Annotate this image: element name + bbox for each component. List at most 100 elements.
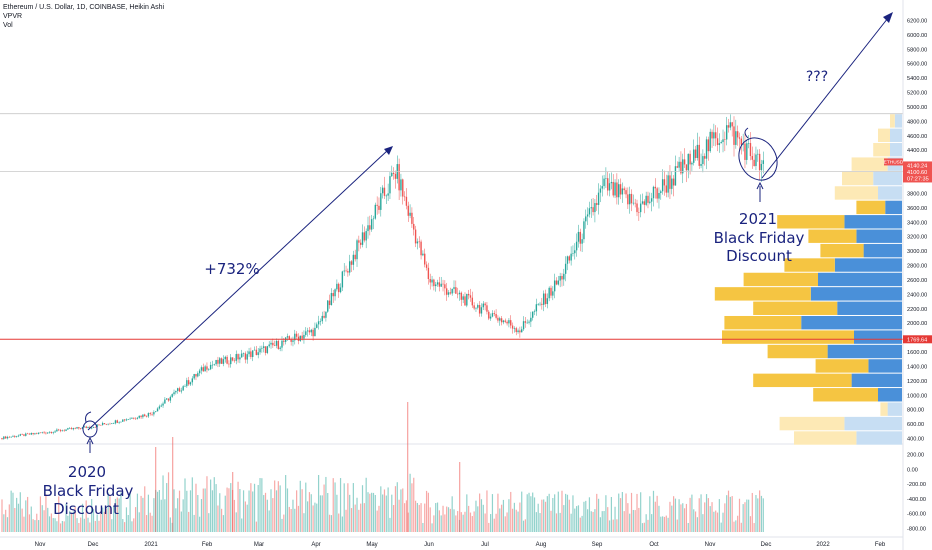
- candle-body: [696, 144, 699, 158]
- vp-bar-down: [834, 186, 878, 200]
- candle-body: [369, 225, 371, 230]
- candle-body: [627, 194, 629, 205]
- candle-body: [365, 231, 367, 241]
- volume-bar: [156, 491, 159, 532]
- volume-bar: [671, 505, 673, 532]
- candle-body: [65, 429, 67, 431]
- volume-bar: [596, 493, 598, 532]
- candle-body: [155, 411, 157, 413]
- volume-bar: [325, 476, 327, 532]
- candle-body: [632, 202, 635, 204]
- candle-body: [145, 416, 148, 417]
- candle-body: [705, 139, 708, 159]
- volume-bar: [365, 477, 367, 532]
- candle-body: [92, 426, 95, 428]
- time-tick-label: 2021: [144, 542, 158, 548]
- candle-body: [500, 318, 503, 323]
- last-price-sub: 4100.60: [907, 170, 927, 176]
- volume-bar: [414, 500, 417, 532]
- candle-body: [663, 179, 666, 186]
- candle-body: [283, 340, 285, 342]
- volume-bar: [543, 499, 545, 532]
- candle-body: [15, 436, 18, 437]
- volume-bar: [197, 495, 199, 532]
- volume-bar: [107, 492, 109, 532]
- vp-bar-up: [837, 301, 902, 315]
- candle-body: [136, 417, 139, 419]
- candle-body: [350, 261, 353, 265]
- volume-bar: [301, 489, 303, 532]
- price-tick-label: 2400.00: [907, 292, 927, 298]
- volume-bar: [182, 499, 184, 532]
- candle-body: [727, 125, 730, 128]
- volume-bar: [32, 519, 34, 532]
- candle-body: [391, 172, 393, 177]
- candle-body: [180, 390, 183, 392]
- volume-spike: [172, 437, 174, 532]
- candle-body: [387, 193, 389, 196]
- volume-bar: [219, 493, 221, 532]
- candle-body: [167, 398, 170, 401]
- time-tick-label: Sep: [592, 542, 603, 548]
- candle-body: [753, 159, 755, 167]
- price-axis[interactable]: 6200.00 6000.00 5800.00 5600.00 5400.00 5200.…: [884, 0, 932, 550]
- time-axis[interactable]: Nov Dec 2021 Feb Mar Apr May Jun Jul Aug Sep Oct Nov…: [0, 536, 903, 548]
- vpvr-label[interactable]: VPVR: [3, 13, 23, 20]
- candle-body: [557, 280, 560, 285]
- volume-bar: [751, 492, 753, 532]
- candle-body: [328, 300, 331, 306]
- candle-body: [219, 358, 221, 364]
- candle-body: [306, 330, 309, 332]
- volume-bar: [69, 510, 71, 532]
- price-tick-label: 1400.00: [907, 364, 927, 370]
- candle-body: [101, 423, 104, 426]
- volume-bar: [524, 519, 526, 532]
- volume-bar: [557, 491, 559, 532]
- volume-bar: [682, 503, 684, 532]
- volume-bar: [433, 515, 435, 532]
- candle-body: [253, 349, 256, 351]
- volume-bar: [735, 520, 737, 532]
- candle-body: [252, 350, 254, 357]
- volume-bar: [506, 512, 508, 532]
- volume-bar: [252, 491, 254, 532]
- volume-bar: [222, 515, 225, 532]
- candle-body: [425, 264, 428, 268]
- vp-bar-up: [856, 229, 902, 243]
- volume-bar: [43, 510, 45, 532]
- volume-bar: [283, 514, 285, 532]
- time-tick-label: Oct: [649, 542, 659, 548]
- volume-bar: [475, 500, 477, 532]
- candle-body: [746, 143, 748, 160]
- volume-bar: [261, 478, 263, 532]
- volume-bar: [354, 504, 356, 532]
- candle-body: [539, 303, 541, 305]
- vp-bar-down: [808, 229, 857, 243]
- candle-body: [48, 431, 51, 433]
- candle-body: [513, 328, 516, 329]
- volume-bar: [352, 483, 354, 532]
- vp-bar-down: [856, 200, 886, 215]
- volume-bar: [317, 475, 320, 532]
- candle-body: [160, 405, 162, 407]
- candle-body: [213, 364, 215, 365]
- candle-body: [508, 320, 510, 324]
- candle-body: [586, 214, 589, 217]
- candle-body: [266, 346, 269, 353]
- volume-bar: [221, 508, 223, 532]
- candle-body: [418, 241, 420, 243]
- candle-body: [195, 374, 197, 377]
- candle-body: [89, 427, 91, 429]
- volume-bar: [275, 490, 278, 532]
- candle-body: [374, 204, 377, 219]
- volume-bar: [286, 488, 289, 532]
- volume-bar: [339, 478, 342, 532]
- candle-body: [497, 317, 499, 321]
- price-tick-label: 2200.00: [907, 307, 927, 313]
- volume-bar: [349, 494, 351, 532]
- candle-body: [209, 364, 212, 370]
- candle-body: [376, 204, 378, 206]
- volume-bar: [131, 521, 133, 532]
- vol-label[interactable]: Vol: [3, 22, 13, 29]
